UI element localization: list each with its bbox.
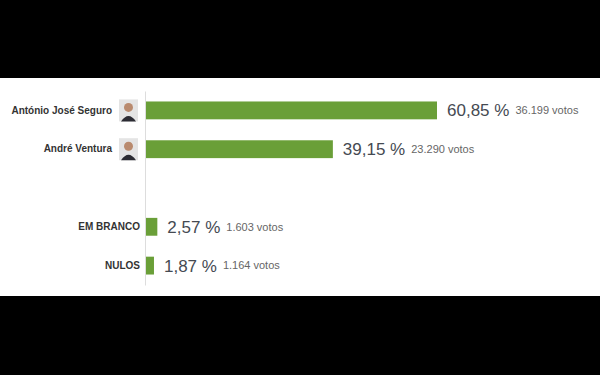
photo-body xyxy=(121,155,136,161)
category-label: André Ventura xyxy=(44,143,113,154)
value-label: 39,15 % xyxy=(343,140,405,159)
photo-body xyxy=(121,116,136,122)
y-axis: António José Seguro André Ventura EM BRANC… xyxy=(11,92,145,286)
panel xyxy=(0,78,600,296)
photo-head xyxy=(124,103,133,112)
tick: EM BRANCO xyxy=(78,221,145,232)
axis-line xyxy=(145,92,146,286)
votes-label: 23.290 votos xyxy=(411,143,474,155)
value-label: 1,87 % xyxy=(164,257,217,276)
bars xyxy=(145,101,437,274)
bar xyxy=(145,218,157,236)
bar xyxy=(145,257,154,275)
photo-head xyxy=(124,142,133,151)
value-label: 2,57 % xyxy=(167,218,220,237)
bar xyxy=(145,140,333,158)
category-label: NULOS xyxy=(105,260,140,271)
bar xyxy=(145,101,437,119)
photos xyxy=(119,99,138,160)
photo xyxy=(119,99,138,121)
tick: NULOS xyxy=(105,260,145,271)
value-label: 60,85 % xyxy=(447,101,509,120)
photo-bg xyxy=(119,99,138,121)
votes-label: 1.603 votos xyxy=(226,221,283,233)
category-label: EM BRANCO xyxy=(78,221,140,232)
chart: António José Seguro André Ventura EM BRANC… xyxy=(0,0,600,375)
photo-bg xyxy=(119,138,138,160)
votes-label: 36.199 votos xyxy=(515,104,578,116)
data-labels: 60,85 % 36.199 votos 39,15 % 23.290 votos 2,… xyxy=(164,101,579,275)
photo xyxy=(119,138,138,160)
category-label: António José Seguro xyxy=(11,105,112,116)
votes-label: 1.164 votos xyxy=(223,259,280,271)
